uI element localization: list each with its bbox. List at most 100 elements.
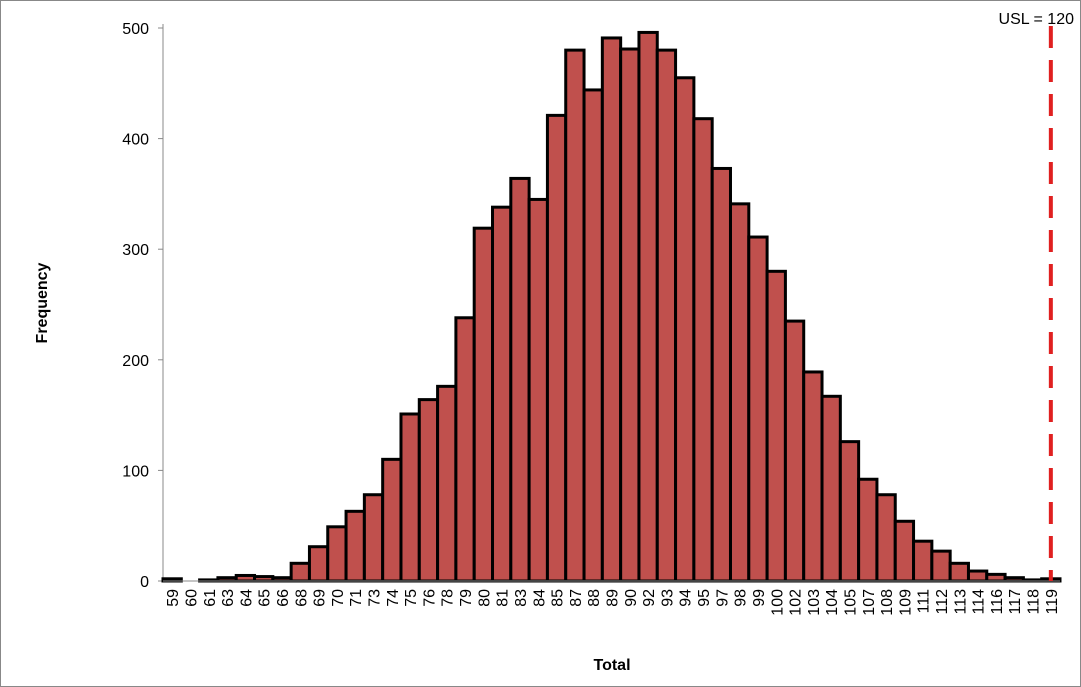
x-tick-label: 105 (842, 589, 859, 616)
x-tick-label: 66 (275, 589, 292, 607)
bar (765, 269, 787, 583)
bar (948, 561, 970, 583)
x-tick-label: 80 (476, 589, 493, 607)
bar (875, 493, 897, 583)
bar (509, 176, 531, 583)
x-tick-label: 71 (348, 589, 365, 607)
bar (857, 477, 879, 583)
x-tick-label: 113 (952, 589, 969, 615)
x-tick-label: 70 (330, 589, 347, 607)
bar (454, 316, 476, 583)
x-tick-label: 100 (769, 589, 786, 616)
x-tick-label: 104 (824, 589, 841, 616)
x-tick-label: 117 (1007, 589, 1024, 615)
bar (985, 572, 1007, 583)
bar (619, 47, 641, 583)
x-tick-label: 102 (788, 589, 805, 616)
bar (307, 545, 330, 583)
x-tick-label: 93 (659, 589, 676, 607)
x-tick-label: 108 (879, 589, 896, 616)
x-tick-label: 76 (421, 589, 438, 607)
bar (600, 36, 623, 583)
y-tick-label: 100 (122, 463, 149, 480)
x-tick-label: 69 (312, 589, 329, 607)
x-tick-label: 88 (586, 589, 603, 607)
y-tick-label: 0 (140, 574, 149, 591)
x-tick-label: 64 (238, 589, 255, 607)
bar (783, 319, 806, 583)
x-tick-label: 75 (403, 589, 420, 607)
bar (930, 549, 952, 583)
bar (436, 384, 458, 583)
x-tick-label: 111 (916, 589, 933, 613)
x-tick-label: 78 (440, 589, 457, 607)
bar (545, 113, 568, 583)
y-tick-label: 400 (122, 132, 149, 149)
y-tick-label: 500 (122, 21, 149, 38)
x-tick-label: 107 (861, 589, 878, 616)
bar (362, 493, 385, 583)
x-tick-label: 73 (367, 589, 384, 607)
x-tick-label: 65 (257, 589, 274, 607)
x-tick-label: 118 (1026, 589, 1043, 615)
bar (692, 117, 714, 583)
x-tick-label: 92 (641, 589, 658, 607)
bar (893, 519, 916, 583)
x-tick-label: 99 (751, 589, 768, 607)
bar (582, 88, 604, 583)
bar (637, 30, 659, 583)
bar (747, 235, 769, 583)
bar (838, 440, 861, 583)
x-tick-label: 83 (513, 589, 530, 607)
x-tick-label: 59 (165, 589, 182, 607)
x-tick-label: 81 (495, 589, 512, 607)
x-tick-label: 85 (550, 589, 567, 607)
x-tick-label: 90 (623, 589, 640, 607)
x-tick-label: 98 (733, 589, 750, 607)
x-tick-label: 109 (897, 589, 914, 616)
x-tick-label: 114 (971, 589, 988, 615)
bar (472, 226, 495, 583)
bar (417, 398, 440, 583)
bar (381, 457, 403, 583)
y-axis-label: Frequency (34, 262, 51, 343)
bar (399, 412, 421, 583)
x-tick-label: 119 (1044, 589, 1061, 615)
x-tick-label: 84 (531, 589, 548, 607)
bar (802, 370, 824, 583)
bar (728, 202, 751, 583)
bar (289, 561, 311, 583)
bar (326, 525, 348, 583)
x-tick-label: 95 (696, 589, 713, 607)
x-tick-label: 94 (678, 589, 695, 607)
x-tick-label: 116 (989, 589, 1006, 615)
y-tick-label: 200 (122, 353, 149, 370)
x-tick-label: 60 (183, 589, 200, 607)
bar (527, 197, 549, 583)
bar (253, 575, 275, 583)
x-tick-label: 97 (714, 589, 731, 607)
x-tick-label: 89 (605, 589, 622, 607)
x-tick-label: 79 (458, 589, 475, 607)
x-tick-label: 112 (934, 589, 951, 615)
bar (674, 76, 696, 583)
x-tick-label: 61 (202, 589, 219, 607)
bar (912, 539, 934, 583)
x-tick-label: 74 (385, 589, 402, 607)
x-tick-label: 103 (806, 589, 823, 616)
bar (344, 509, 366, 583)
bar (234, 573, 257, 583)
bar (710, 166, 732, 583)
x-tick-label: 68 (293, 589, 310, 607)
bar (655, 48, 678, 583)
x-axis-label: Total (593, 657, 630, 674)
y-tick-label: 300 (122, 242, 149, 259)
x-tick-label: 63 (220, 589, 237, 607)
bar (820, 394, 842, 583)
usl-label: USL = 120 (999, 11, 1075, 28)
bar (966, 569, 989, 583)
x-tick-label: 87 (568, 589, 585, 607)
bar (491, 205, 513, 583)
bar (564, 48, 586, 583)
